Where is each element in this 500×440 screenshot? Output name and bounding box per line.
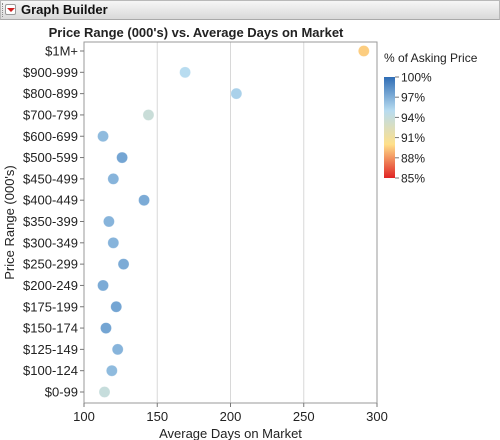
title-bar: Graph Builder <box>0 0 500 20</box>
data-point <box>110 301 122 313</box>
legend-tick-label: 91% <box>401 131 425 145</box>
y-tick-label: $0-99 <box>45 385 78 400</box>
y-tick-label: $900-999 <box>23 65 78 80</box>
y-tick-label: $150-174 <box>23 321 78 336</box>
data-point <box>98 386 111 398</box>
chart: Price Range (000's) vs. Average Days on … <box>2 25 478 440</box>
x-tick-label: 150 <box>146 409 168 424</box>
drag-grip-icon[interactable] <box>2 3 5 17</box>
data-point <box>100 322 112 334</box>
y-tick-label: $250-299 <box>23 257 78 272</box>
data-point <box>97 130 109 142</box>
y-tick-label: $400-449 <box>23 193 78 208</box>
window-title: Graph Builder <box>21 2 108 17</box>
data-point <box>138 194 150 206</box>
chart-title: Price Range (000's) vs. Average Days on … <box>49 25 344 40</box>
y-tick-label: $450-499 <box>23 171 78 186</box>
data-point <box>358 45 370 57</box>
gridlines <box>156 42 305 403</box>
y-tick-label: $500-599 <box>23 150 78 165</box>
y-axis-label: Price Range (000's) <box>2 165 17 279</box>
y-tick-label: $125-149 <box>23 342 78 357</box>
data-points <box>97 45 370 398</box>
data-point <box>107 173 120 185</box>
legend-tick-label: 94% <box>401 111 425 125</box>
legend-color-bar <box>384 77 395 178</box>
y-axis-ticks: $1M+ $900-999 $800-899 $700-799 $600-699 $500… <box>23 44 84 400</box>
color-legend: % of Asking Price 100% 97% 94% 91% 88% 85% <box>384 51 478 186</box>
data-point <box>106 364 118 377</box>
x-axis-ticks: 100 150 200 250 300 <box>73 403 388 424</box>
x-tick-label: 250 <box>293 409 315 424</box>
x-tick-label: 200 <box>220 409 242 424</box>
data-point <box>179 66 191 79</box>
disclosure-triangle-icon[interactable] <box>5 4 16 15</box>
legend-title: % of Asking Price <box>384 51 478 65</box>
data-point <box>97 279 109 292</box>
data-point <box>116 151 128 164</box>
x-tick-label: 300 <box>366 409 388 424</box>
data-point <box>111 343 124 356</box>
y-tick-label: $200-249 <box>23 278 78 293</box>
data-point <box>107 237 120 249</box>
y-tick-label: $600-699 <box>23 129 78 144</box>
x-tick-label: 100 <box>73 409 95 424</box>
y-tick-label: $100-124 <box>23 363 78 378</box>
x-axis-label: Average Days on Market <box>159 426 302 440</box>
data-point <box>103 215 115 228</box>
y-tick-label: $175-199 <box>23 299 78 314</box>
y-tick-label: $800-899 <box>23 86 78 101</box>
legend-tick-label: 85% <box>401 172 425 186</box>
legend-tick-label: 97% <box>401 91 425 105</box>
y-tick-label: $700-799 <box>23 107 78 122</box>
legend-tick-label: 88% <box>401 151 425 165</box>
data-point <box>142 109 155 121</box>
data-point <box>117 258 130 270</box>
data-point <box>230 87 243 100</box>
y-tick-label: $300-349 <box>23 235 78 250</box>
y-tick-label: $350-399 <box>23 214 78 229</box>
y-tick-label: $1M+ <box>45 44 78 59</box>
legend-tick-label: 100% <box>401 71 432 85</box>
